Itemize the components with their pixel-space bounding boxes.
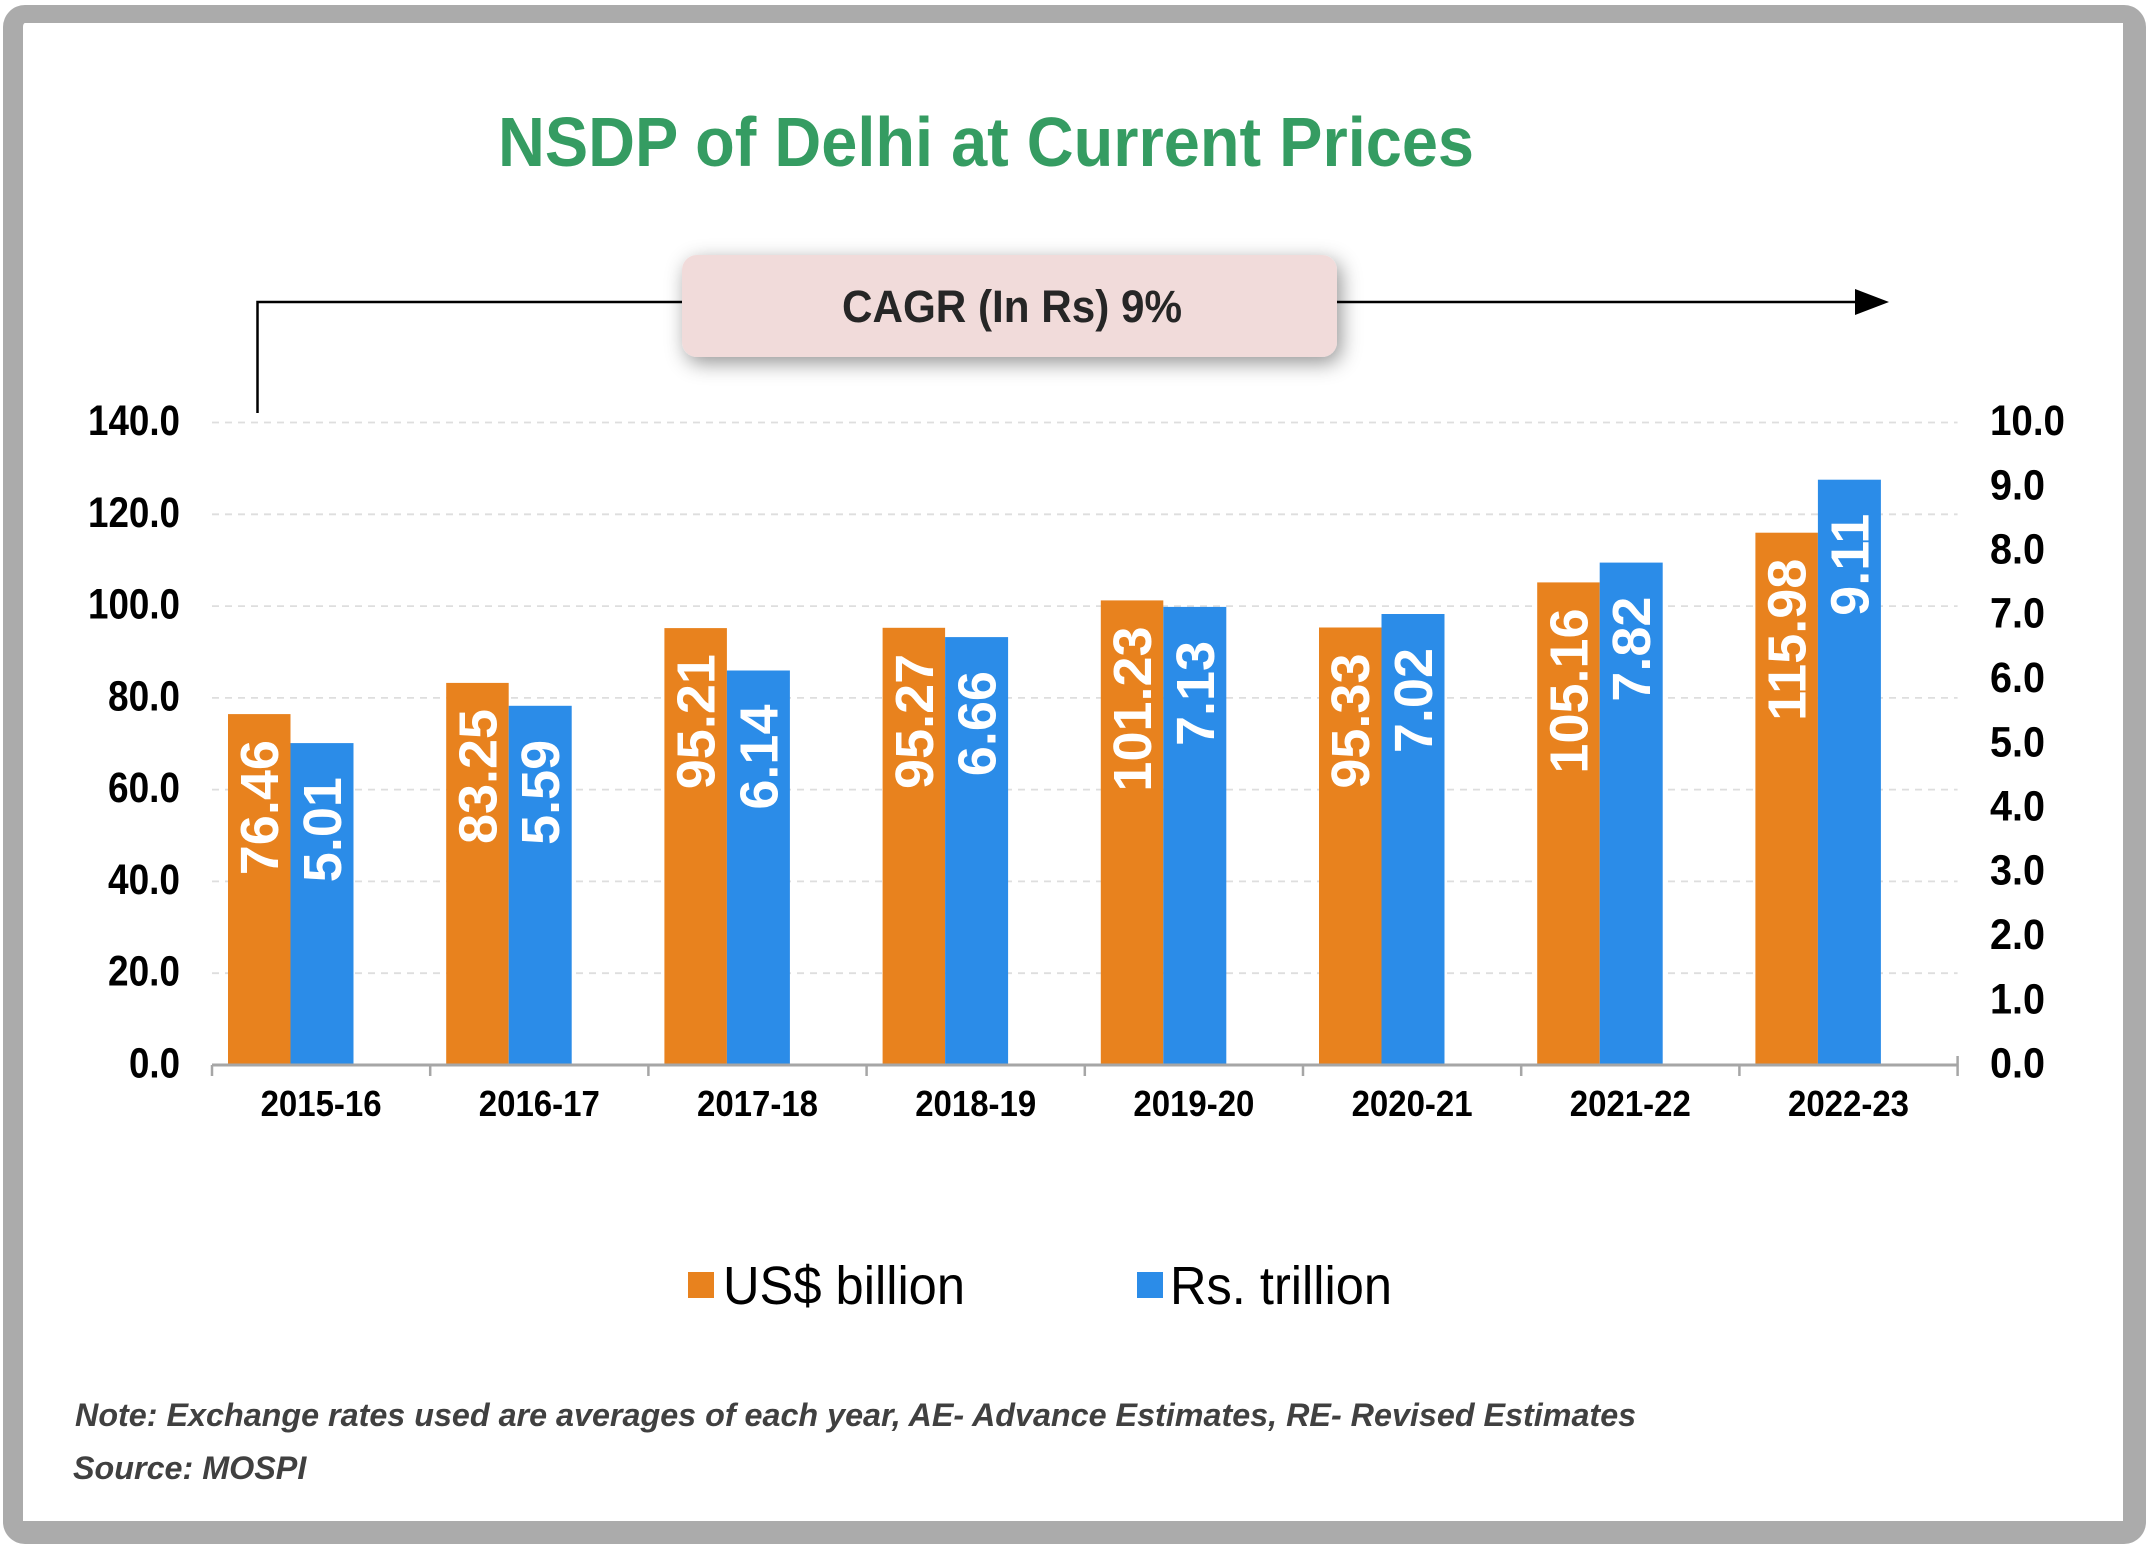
svg-text:2016-17: 2016-17 <box>479 1083 600 1124</box>
svg-text:40.0: 40.0 <box>108 856 180 904</box>
svg-text:Note: Exchange rates used are: Note: Exchange rates used are averages o… <box>75 1397 1636 1433</box>
svg-text:9.0: 9.0 <box>1990 461 2045 509</box>
svg-text:2015-16: 2015-16 <box>261 1083 382 1124</box>
svg-text:2022-23: 2022-23 <box>1788 1083 1909 1124</box>
svg-text:80.0: 80.0 <box>108 672 180 720</box>
svg-text:5.0: 5.0 <box>1990 718 2045 766</box>
svg-text:6.14: 6.14 <box>729 705 789 810</box>
svg-text:2.0: 2.0 <box>1990 911 2045 959</box>
svg-text:95.21: 95.21 <box>667 654 727 789</box>
svg-text:7.02: 7.02 <box>1384 648 1444 753</box>
svg-text:0.0: 0.0 <box>1990 1040 2045 1088</box>
svg-text:1.0: 1.0 <box>1990 975 2045 1023</box>
svg-text:101.23: 101.23 <box>1103 626 1163 791</box>
svg-text:83.25: 83.25 <box>448 709 508 844</box>
svg-text:2018-19: 2018-19 <box>915 1083 1036 1124</box>
svg-text:95.33: 95.33 <box>1321 654 1381 789</box>
svg-text:140.0: 140.0 <box>88 397 180 445</box>
svg-text:20.0: 20.0 <box>108 948 180 996</box>
svg-text:0.0: 0.0 <box>129 1040 180 1088</box>
svg-text:6.0: 6.0 <box>1990 654 2045 702</box>
svg-text:2020-21: 2020-21 <box>1352 1083 1473 1124</box>
svg-text:10.0: 10.0 <box>1990 397 2065 445</box>
svg-text:US$ billion: US$ billion <box>723 1256 965 1316</box>
svg-text:105.16: 105.16 <box>1539 608 1599 773</box>
svg-text:4.0: 4.0 <box>1990 783 2045 831</box>
svg-text:7.82: 7.82 <box>1602 597 1662 702</box>
svg-text:115.98: 115.98 <box>1758 559 1818 721</box>
svg-text:100.0: 100.0 <box>88 581 180 629</box>
svg-text:6.66: 6.66 <box>948 671 1008 776</box>
svg-text:9.11: 9.11 <box>1820 514 1880 616</box>
svg-text:2017-18: 2017-18 <box>697 1083 818 1124</box>
svg-text:3.0: 3.0 <box>1990 847 2045 895</box>
svg-text:7.13: 7.13 <box>1166 641 1226 746</box>
svg-text:7.0: 7.0 <box>1990 590 2045 638</box>
svg-text:Source: MOSPI: Source: MOSPI <box>73 1450 307 1486</box>
svg-text:5.59: 5.59 <box>511 740 571 845</box>
svg-text:NSDP of Delhi at Current Price: NSDP of Delhi at Current Prices <box>498 103 1474 181</box>
svg-text:8.0: 8.0 <box>1990 526 2045 574</box>
svg-text:120.0: 120.0 <box>88 489 180 537</box>
svg-text:Rs. trillion: Rs. trillion <box>1170 1256 1392 1316</box>
svg-text:CAGR (In Rs) 9%: CAGR (In Rs) 9% <box>842 281 1182 332</box>
svg-text:76.46: 76.46 <box>230 740 290 875</box>
svg-text:95.27: 95.27 <box>885 654 945 789</box>
svg-text:2019-20: 2019-20 <box>1133 1083 1254 1124</box>
svg-text:5.01: 5.01 <box>293 777 353 882</box>
svg-text:2021-22: 2021-22 <box>1570 1083 1691 1124</box>
svg-text:60.0: 60.0 <box>108 764 180 812</box>
